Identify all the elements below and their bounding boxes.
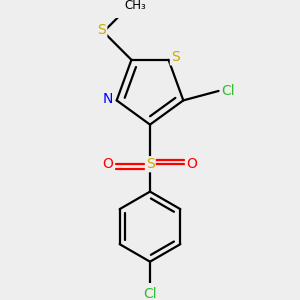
- Text: O: O: [187, 157, 197, 171]
- Text: S: S: [146, 157, 155, 171]
- Text: O: O: [103, 157, 113, 171]
- Text: S: S: [98, 23, 106, 37]
- Text: Cl: Cl: [143, 287, 157, 300]
- Text: S: S: [171, 50, 180, 64]
- Text: N: N: [103, 92, 113, 106]
- Text: CH₃: CH₃: [124, 0, 146, 12]
- Text: Cl: Cl: [221, 84, 235, 98]
